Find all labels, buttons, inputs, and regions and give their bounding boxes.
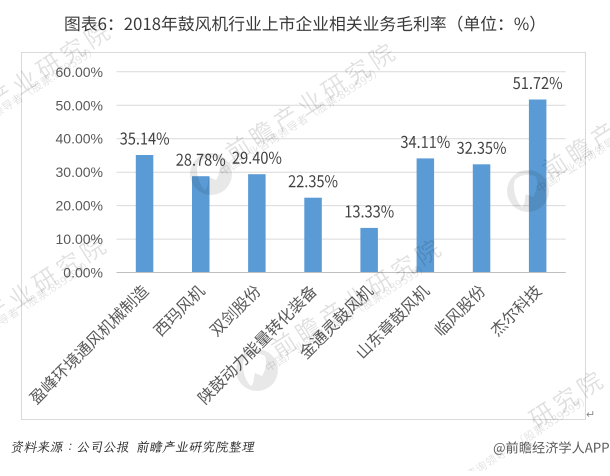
svg-text:0.00%: 0.00% [63,265,103,281]
svg-text:30.00%: 30.00% [56,164,103,180]
svg-text:50.00%: 50.00% [56,97,103,113]
svg-text:↵: ↵ [586,409,595,421]
svg-text:10.00%: 10.00% [56,231,103,247]
svg-text:20.00%: 20.00% [56,198,103,214]
svg-text:40.00%: 40.00% [56,131,103,147]
svg-text:60.00%: 60.00% [56,64,103,80]
